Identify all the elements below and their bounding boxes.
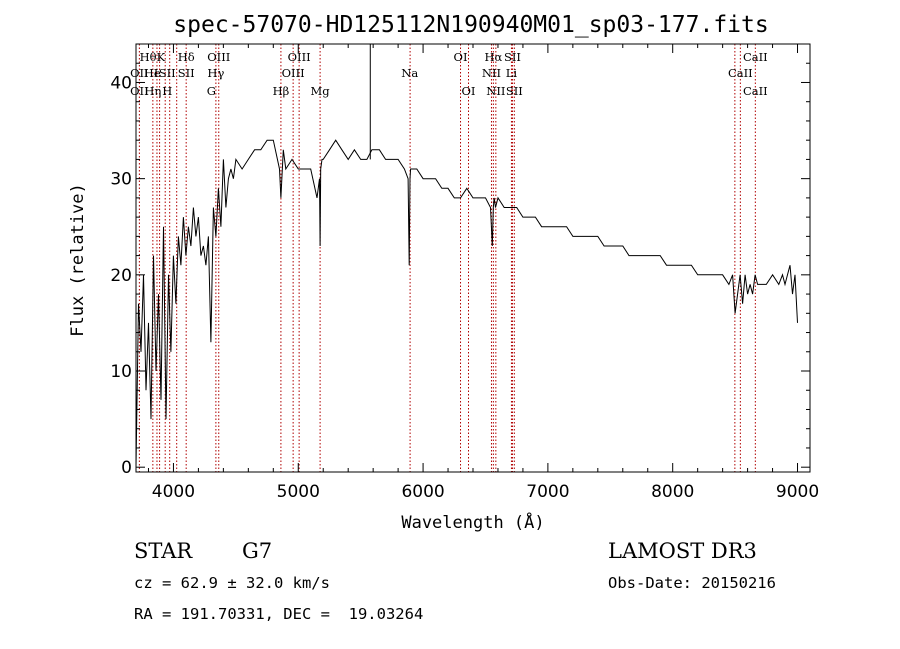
line-label: Hα [484, 50, 502, 64]
y-tick-label: 10 [110, 362, 132, 382]
line-label: Na [401, 66, 418, 80]
x-axis-label: Wavelength (Å) [401, 511, 544, 533]
line-label: G [207, 84, 216, 98]
line-label: SII [178, 66, 195, 80]
y-axis-label: Flux (relative) [68, 183, 88, 337]
line-label: K [157, 50, 166, 64]
line-label: I [154, 66, 159, 80]
line-label: CaII [743, 50, 768, 64]
line-label: Hδ [178, 50, 195, 64]
chart-title: spec-57070-HD125112N190940M01_sp03-177.f… [173, 12, 768, 38]
y-tick-label: 0 [121, 458, 132, 478]
y-tick-label: 20 [110, 266, 132, 286]
line-label: SII [159, 66, 176, 80]
line-label: CaII [743, 84, 768, 98]
line-label: NII [486, 84, 505, 98]
line-label: OII [130, 84, 149, 98]
line-label: CaII [728, 66, 753, 80]
x-tick-label: 6000 [401, 482, 444, 502]
line-label: He [144, 66, 161, 80]
line-label: NII [482, 66, 501, 80]
line-label: Hβ [273, 84, 290, 98]
line-label: OIII [282, 66, 305, 80]
object-class: STAR [134, 539, 193, 563]
x-tick-label: 8000 [651, 482, 694, 502]
line-label: Hη [144, 84, 161, 98]
line-label: Li [506, 66, 518, 80]
line-label: OI [454, 50, 468, 64]
observation-date: Obs-Date: 20150216 [608, 574, 776, 592]
plot-frame [135, 43, 811, 473]
line-label: SII [504, 50, 521, 64]
spectral-line-markers [138, 44, 756, 472]
line-label: OIII [288, 50, 311, 64]
line-label: H [162, 84, 172, 98]
x-tick-label: 4000 [152, 482, 195, 502]
coordinates: RA = 191.70331, DEC = 19.03264 [134, 605, 423, 623]
y-tick-label: 30 [110, 170, 132, 190]
x-tick-label: 9000 [776, 482, 819, 502]
object-subclass: G7 [242, 539, 272, 563]
spectrum-line [135, 139, 798, 468]
x-axis-ticks: 4000 5000 6000 7000 8000 9000 [147, 44, 819, 502]
line-label: SII [506, 84, 523, 98]
redshift-cz: cz = 62.9 ± 32.0 km/s [134, 574, 330, 592]
x-tick-label: 7000 [526, 482, 569, 502]
line-label: OII [130, 66, 149, 80]
survey-name: LAMOST DR3 [608, 539, 757, 563]
y-axis-ticks: 0 10 20 30 40 [110, 62, 810, 478]
x-tick-label: 5000 [277, 482, 320, 502]
line-label: Mg [311, 84, 331, 98]
line-label: OIII [207, 50, 230, 64]
line-label: Hθ [140, 50, 157, 64]
y-tick-label: 40 [110, 73, 132, 93]
line-label: Hγ [207, 66, 224, 80]
line-label: OI [462, 84, 476, 98]
